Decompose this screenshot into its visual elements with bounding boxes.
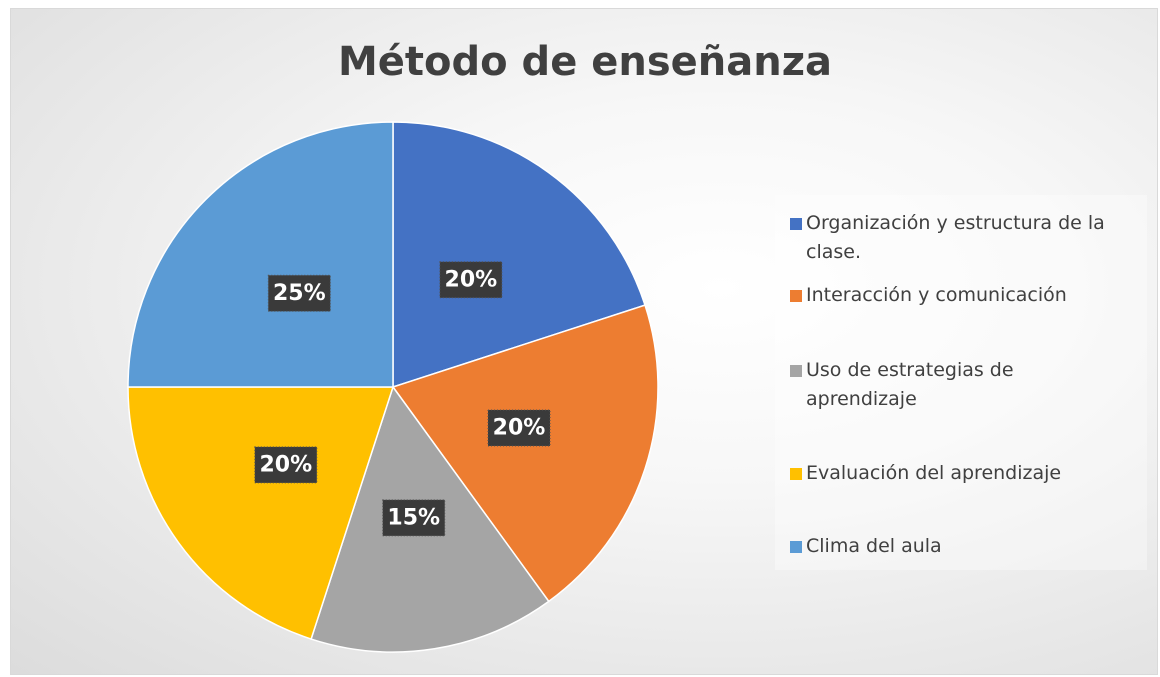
pie-slice bbox=[391, 304, 659, 603]
legend: Organización y estructura de la clase. In… bbox=[775, 195, 1147, 570]
legend-entry: Uso de estrategias de aprendizaje bbox=[790, 356, 1137, 414]
legend-swatch bbox=[790, 218, 802, 230]
legend-label: Clima del aula bbox=[806, 535, 942, 557]
legend-label: Evaluación del aprendizaje bbox=[806, 462, 1062, 484]
legend-entry: Clima del aula bbox=[790, 532, 1137, 561]
data-label: 15% bbox=[387, 505, 440, 530]
legend-swatch bbox=[790, 468, 802, 480]
pie-slice bbox=[392, 121, 646, 389]
legend-label: Interacción y comunicación bbox=[806, 284, 1067, 306]
legend-entry: Organización y estructura de la clase. bbox=[790, 209, 1137, 267]
legend-swatch bbox=[790, 541, 802, 553]
data-label-box bbox=[487, 409, 551, 447]
data-label-box bbox=[382, 499, 446, 537]
legend-label: Organización y estructura de la clase. bbox=[806, 212, 1105, 263]
data-label: 20% bbox=[259, 452, 312, 477]
data-label: 25% bbox=[273, 281, 326, 306]
legend-swatch bbox=[790, 290, 802, 302]
legend-entry: Evaluación del aprendizaje bbox=[790, 459, 1137, 488]
legend-entry: Interacción y comunicación bbox=[790, 281, 1137, 310]
data-label-box bbox=[267, 274, 331, 312]
pie-slice bbox=[127, 121, 394, 388]
pie-slice bbox=[127, 386, 395, 640]
chart-title: Método de enseñanza bbox=[338, 39, 832, 85]
data-label: 20% bbox=[445, 267, 498, 292]
legend-swatch bbox=[790, 365, 802, 377]
data-label: 20% bbox=[493, 415, 546, 440]
legend-label: Uso de estrategias de aprendizaje bbox=[806, 359, 1014, 410]
data-label-box bbox=[439, 261, 503, 299]
data-label-box bbox=[254, 446, 318, 484]
